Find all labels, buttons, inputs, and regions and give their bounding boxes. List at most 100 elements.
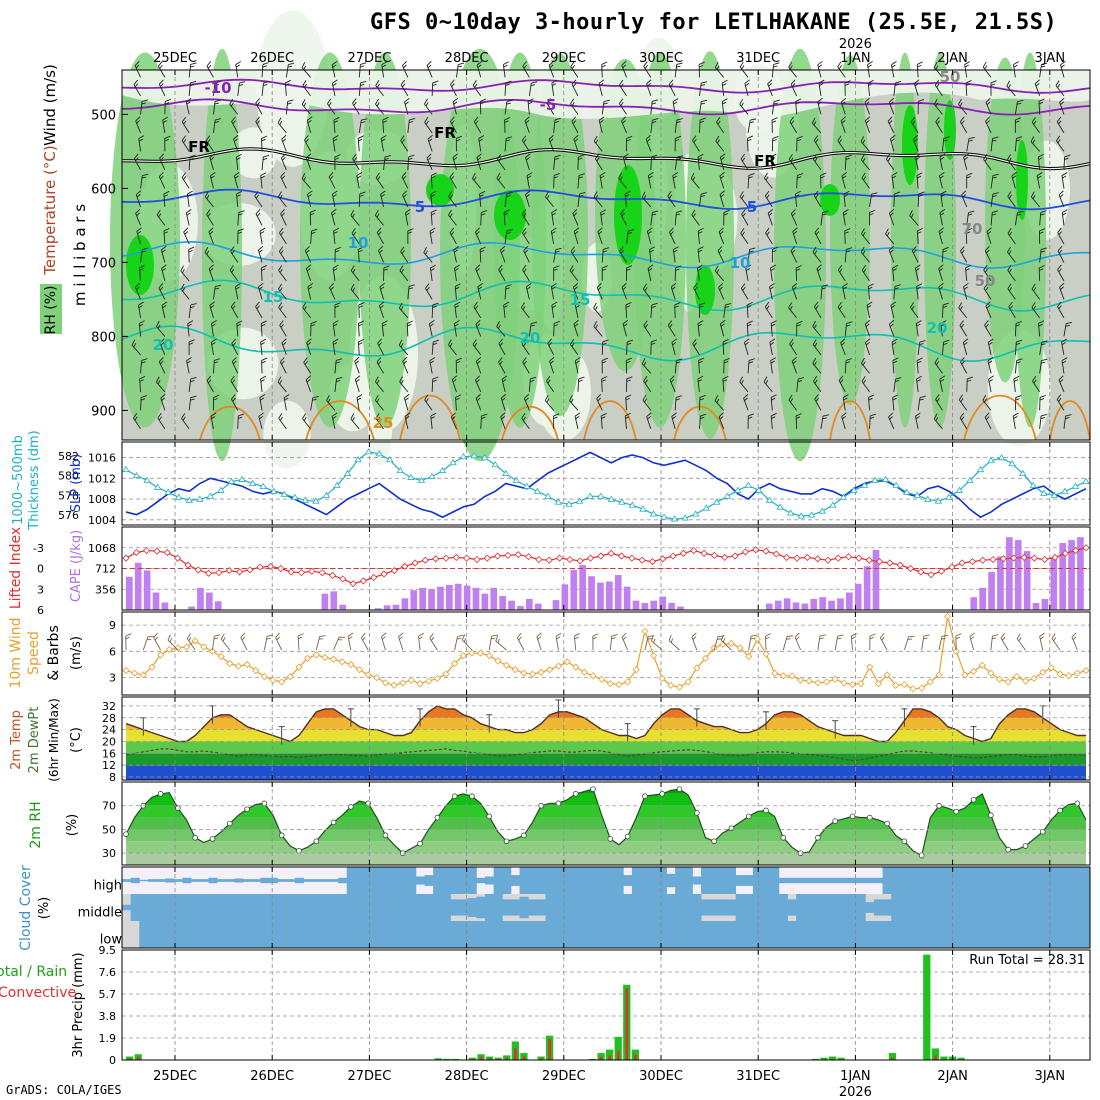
upper-wind-barb (521, 338, 530, 356)
cloud-axis-label: Cloud Cover (18, 865, 34, 951)
high-cloud-bar (614, 867, 624, 894)
upper-wind-barb (812, 246, 822, 263)
upper-wind-barb (674, 358, 683, 374)
upper-wind-barb (740, 227, 749, 245)
lifted-index-point (401, 562, 409, 570)
upper-wind-barb (817, 60, 823, 78)
upper-wind-barb (697, 320, 704, 337)
upper-wind-barb (719, 190, 725, 208)
low-cloud-bar (882, 921, 892, 948)
upper-wind-barb (909, 210, 919, 226)
upper-wind-barb (699, 192, 708, 207)
bottom-date-label: 30DEC (639, 1069, 683, 1084)
upper-wind-barb (844, 321, 853, 337)
surface-wind-barb (609, 634, 618, 651)
upper-wind-barb (377, 338, 384, 356)
wind-speed-point (961, 671, 969, 679)
upper-wind-barb (188, 154, 196, 170)
surface-wind-barb (817, 634, 826, 651)
lifted-index-point (679, 549, 687, 557)
upper-wind-barb (331, 79, 338, 96)
precip-total-bar (820, 1057, 828, 1060)
upper-wind-barb (983, 283, 992, 300)
upper-wind-barb (310, 228, 318, 244)
cloud-frame (121, 866, 1091, 949)
middle-cloud-bar (657, 894, 667, 921)
cape-bar (472, 587, 480, 610)
upper-wind-barb (864, 116, 871, 134)
upper-wind-barb (646, 227, 653, 245)
high-cloud-bar (623, 875, 633, 886)
lifted-index-point (452, 553, 460, 561)
wind-speed-point (528, 670, 537, 678)
lifted-index-point (442, 554, 450, 562)
temperature-band (126, 753, 1086, 766)
upper-wind-barb (498, 357, 506, 374)
upper-wind-barb (892, 394, 899, 411)
upper-wind-barb (476, 60, 483, 78)
contour-label: 20 (520, 329, 541, 347)
upper-wind-barb (841, 171, 848, 189)
upper-wind-barb (674, 62, 683, 78)
precip-total-bar (494, 1057, 502, 1060)
upper-wind-barb (188, 80, 197, 96)
upper-wind-barb (522, 357, 530, 374)
surface-wind-barb (495, 635, 507, 651)
low-cloud-bar (1038, 921, 1048, 948)
upper-wind-barb (889, 134, 896, 152)
upper-wind-barb (917, 98, 925, 115)
upper-wind-barb (403, 393, 410, 411)
upper-wind-barb (284, 79, 291, 96)
rh-saturated-core (614, 165, 642, 265)
upper-wind-barb (593, 135, 603, 152)
li-tick-label: 6 (37, 604, 44, 617)
upper-wind-barb (283, 394, 290, 411)
lifted-index-point (308, 567, 316, 575)
slp-tick-label: 1008 (88, 493, 116, 506)
upper-wind-barb (1011, 171, 1017, 189)
rh-point (296, 847, 302, 854)
upper-wind-barb (985, 301, 992, 319)
surface-wind-barb (398, 632, 404, 651)
cape-tick-label: 1068 (88, 542, 116, 555)
rh-point (988, 812, 994, 818)
upper-wind-barb (350, 265, 360, 282)
upper-wind-barb (351, 227, 360, 245)
wind-speed-point (1047, 664, 1055, 672)
upper-wind-barb (643, 61, 652, 78)
upper-wind-barb (770, 412, 777, 429)
upper-wind-barb (861, 228, 870, 245)
upper-wind-barb (185, 97, 192, 115)
middle-cloud-bar (424, 894, 434, 921)
upper-wind-barb (959, 116, 968, 134)
upper-wind-barb (719, 319, 726, 337)
upper-wind-barb (697, 246, 704, 263)
upper-wind-barb (450, 116, 457, 134)
upper-wind-barb (716, 116, 725, 134)
upper-wind-barb (480, 413, 488, 429)
contour-label: 10 (348, 234, 369, 252)
upper-wind-barb (407, 228, 414, 244)
upper-wind-barb (571, 79, 579, 97)
upper-wind-barb (135, 116, 141, 134)
middle-cloud-bar (856, 894, 866, 921)
upper-wind-barb (449, 172, 457, 189)
cape-bar (774, 600, 782, 610)
wind-speed-point (995, 675, 1004, 683)
rh-point (572, 791, 579, 797)
low-cloud-bar (727, 921, 737, 948)
temperature-tick-label: 8 (109, 771, 116, 784)
upper-wind-barb (796, 377, 805, 392)
upper-wind-barb (814, 227, 822, 245)
upper-wind-barb (183, 227, 190, 245)
rh-moist-plume (494, 52, 546, 428)
thickness-point (786, 509, 795, 516)
surface-wind-barb (347, 632, 354, 651)
upper-wind-barb (593, 302, 603, 319)
upper-wind-barb (163, 227, 170, 244)
thickness-point (987, 456, 995, 464)
rh-point (607, 836, 614, 842)
upper-wind-barb (280, 171, 287, 189)
upper-wind-barb (790, 79, 798, 97)
upper-wind-barb (671, 338, 677, 356)
